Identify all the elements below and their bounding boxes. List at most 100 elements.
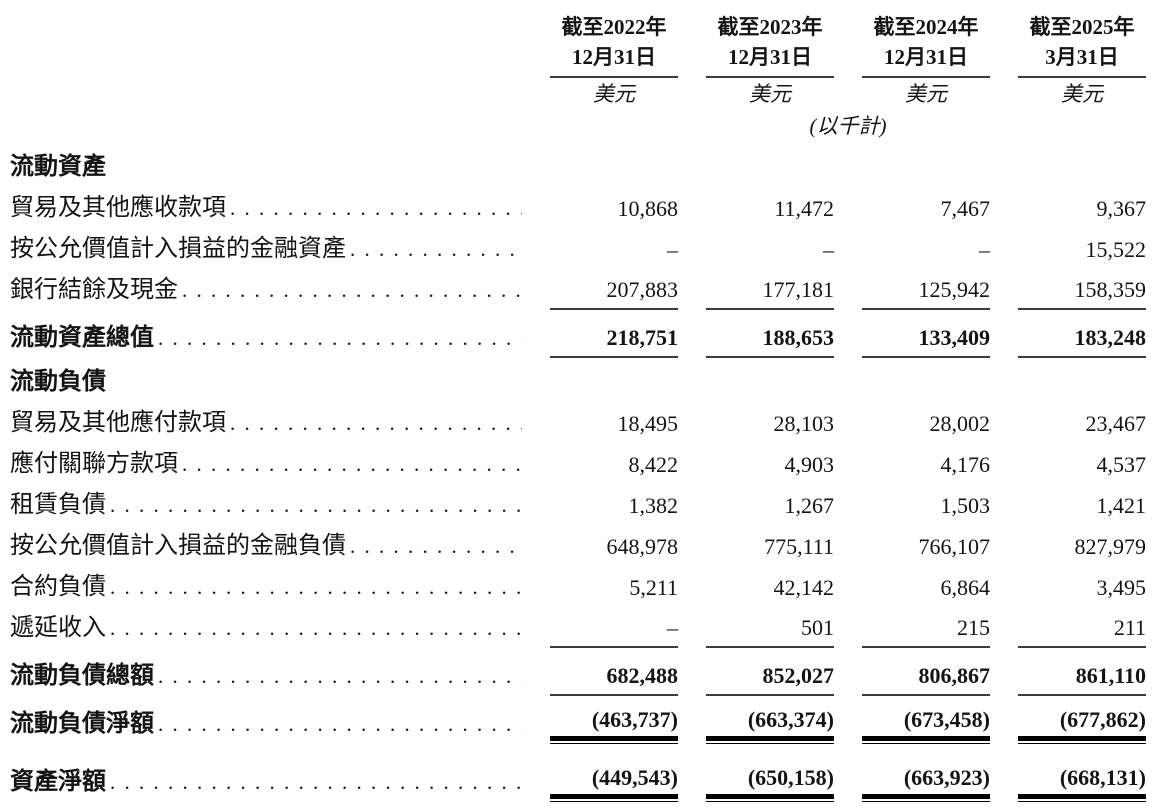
value-2025: 827,979 [1074, 534, 1147, 559]
value-2025: 15,522 [1085, 237, 1147, 262]
value-2022: (463,737) [550, 707, 678, 741]
table-row-amounts-due-related-parties: 應付關聯方款項 8,422 4,903 4,176 4,537 [0, 443, 1170, 484]
value-2024: (663,923) [862, 765, 990, 799]
row-label: 貿易及其他應付款項 [10, 410, 226, 436]
period-line1: 截至2023年 [717, 15, 823, 39]
period-line1: 截至2025年 [1029, 15, 1135, 39]
row-label: 合約負債 [10, 574, 106, 600]
value-2023: 775,111 [764, 534, 834, 559]
currency-label: 美元 [1061, 82, 1103, 106]
section-row-current-liabilities: 流動負債 [0, 358, 1170, 402]
period-line1: 截至2024年 [873, 15, 979, 39]
value-2022: 1,382 [628, 493, 679, 518]
table-row-deferred-income: 遞延收入 – 501 215 211 [0, 607, 1170, 648]
dot-leader [230, 411, 522, 436]
value-2022: 648,978 [606, 534, 679, 559]
value-2025: 23,467 [1085, 411, 1147, 436]
value-2023: 501 [706, 615, 834, 648]
period-line2: 12月31日 [572, 45, 656, 69]
dot-leader [230, 196, 522, 221]
table-row-total-current-liabilities: 流動負債總額 682,488 852,027 806,867 861,110 [0, 648, 1170, 696]
column-header-2022: 截至2022年 12月31日 [550, 12, 678, 78]
section-label: 流動資產 [10, 154, 106, 180]
value-2024: 28,002 [929, 411, 991, 436]
value-2025: 4,537 [1096, 452, 1147, 477]
table-row-lease-liabilities: 租賃負債 1,382 1,267 1,503 1,421 [0, 484, 1170, 525]
value-2022: (449,543) [550, 765, 678, 799]
column-header-2024: 截至2024年 12月31日 [862, 12, 990, 78]
value-2023: 852,027 [706, 663, 834, 696]
column-header-2023: 截至2023年 12月31日 [706, 12, 834, 78]
value-2023: – [823, 237, 834, 262]
table-row-trade-receivables: 貿易及其他應收款項 10,868 11,472 7,467 9,367 [0, 187, 1170, 228]
value-2022: – [550, 615, 678, 648]
row-label: 流動負債總額 [10, 663, 154, 689]
table-row-net-current-liabilities: 流動負債淨額 (463,737) (663,374) (673,458) (67… [0, 696, 1170, 744]
value-2023: 28,103 [773, 411, 835, 436]
dot-leader [158, 664, 522, 689]
dot-leader [110, 616, 522, 641]
value-2025: 3,495 [1096, 575, 1147, 600]
value-2023: 1,267 [784, 493, 835, 518]
row-label: 按公允價值計入損益的金融負債 [10, 533, 346, 559]
table-row-total-current-assets: 流動資產總值 218,751 188,653 133,409 183,248 [0, 310, 1170, 358]
value-2023: 11,472 [774, 196, 834, 221]
value-2024: 4,176 [940, 452, 991, 477]
value-2022: 10,868 [617, 196, 679, 221]
value-2024: 806,867 [862, 663, 990, 696]
value-2023: 4,903 [784, 452, 835, 477]
value-2024: 215 [862, 615, 990, 648]
value-2024: 133,409 [862, 325, 990, 358]
section-label: 流動負債 [10, 369, 106, 395]
value-2022: – [667, 237, 678, 262]
value-2023: (650,158) [706, 765, 834, 799]
table-header-unit: (以千計) [0, 110, 1170, 143]
dot-leader [182, 278, 522, 303]
period-line2: 12月31日 [728, 45, 812, 69]
value-2025: 158,359 [1018, 277, 1146, 310]
period-line1: 截至2022年 [561, 15, 667, 39]
period-line2: 12月31日 [884, 45, 968, 69]
row-label: 貿易及其他應收款項 [10, 195, 226, 221]
dot-leader [350, 237, 522, 262]
value-2025: 183,248 [1018, 325, 1146, 358]
value-2022: 682,488 [550, 663, 678, 696]
table-header-currency: 美元 美元 美元 美元 [0, 78, 1170, 110]
value-2024: 766,107 [918, 534, 991, 559]
value-2023: 177,181 [706, 277, 834, 310]
column-header-2025: 截至2025年 3月31日 [1018, 12, 1146, 78]
row-label: 流動資產總值 [10, 325, 154, 351]
table-row-financial-liabilities-fvtpl: 按公允價值計入損益的金融負債 648,978 775,111 766,107 8… [0, 525, 1170, 566]
value-2022: 218,751 [550, 325, 678, 358]
dot-leader [182, 452, 522, 477]
value-2024: 7,467 [940, 196, 991, 221]
value-2023: (663,374) [706, 707, 834, 741]
dot-leader [158, 712, 522, 737]
value-2023: 42,142 [773, 575, 835, 600]
value-2025: 861,110 [1018, 663, 1146, 696]
value-2024: 1,503 [940, 493, 991, 518]
row-label: 資產淨額 [10, 769, 106, 795]
value-2024: – [979, 237, 990, 262]
table-row-contract-liabilities: 合約負債 5,211 42,142 6,864 3,495 [0, 566, 1170, 607]
section-row-current-assets: 流動資產 [0, 143, 1170, 187]
row-label: 銀行結餘及現金 [10, 277, 178, 303]
value-2025: 211 [1018, 615, 1146, 648]
dot-leader [158, 326, 522, 351]
dot-leader [110, 770, 522, 795]
dot-leader [350, 534, 522, 559]
currency-label: 美元 [749, 82, 791, 106]
value-2025: (677,862) [1018, 707, 1146, 741]
row-label: 租賃負債 [10, 492, 106, 518]
table-row-trade-payables: 貿易及其他應付款項 18,495 28,103 28,002 23,467 [0, 402, 1170, 443]
table-header-periods: 截至2022年 12月31日 截至2023年 12月31日 截至2024年 12… [0, 12, 1170, 78]
table-row-financial-assets-fvtpl: 按公允價值計入損益的金融資產 – – – 15,522 [0, 228, 1170, 269]
dot-leader [110, 575, 522, 600]
value-2023: 188,653 [706, 325, 834, 358]
value-2025: (668,131) [1018, 765, 1146, 799]
value-2024: 6,864 [940, 575, 991, 600]
currency-label: 美元 [593, 82, 635, 106]
table-row-bank-balances-cash: 銀行結餘及現金 207,883 177,181 125,942 158,359 [0, 269, 1170, 310]
dot-leader [110, 493, 522, 518]
